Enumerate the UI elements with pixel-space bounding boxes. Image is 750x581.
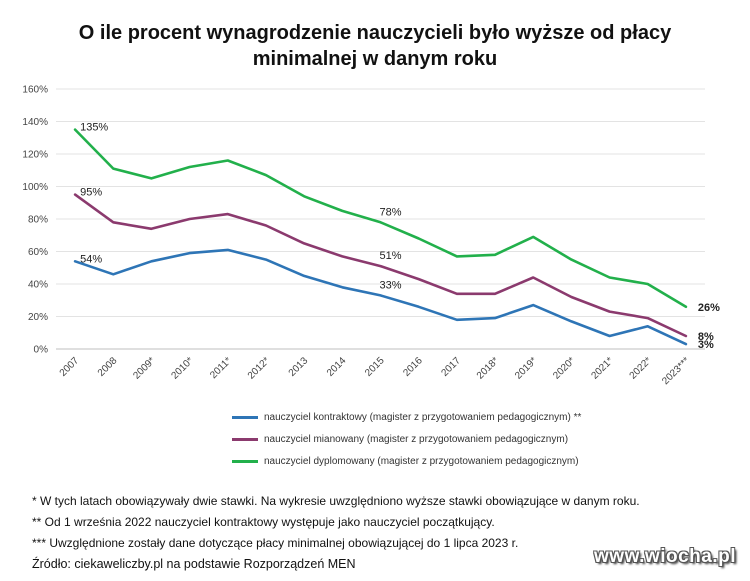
x-tick-label: 2015	[363, 355, 387, 379]
data-label: 95%	[80, 187, 102, 199]
x-tick-label: 2017	[439, 355, 463, 379]
footnote-3: *** Uwzględnione zostały dane dotyczące …	[32, 536, 519, 550]
x-tick-label: 2008	[96, 355, 120, 379]
y-tick-label: 60%	[28, 247, 48, 258]
y-tick-label: 20%	[28, 312, 48, 323]
chart-legend: nauczyciel kontraktowy (magister z przyg…	[232, 406, 581, 472]
y-tick-label: 80%	[28, 215, 48, 226]
x-tick-label: 2016	[401, 355, 425, 379]
y-tick-label: 0%	[34, 345, 49, 356]
x-tick-label: 2019*	[513, 355, 539, 381]
footnote-2: ** Od 1 września 2022 nauczyciel kontrak…	[32, 515, 495, 529]
data-label: 3%	[698, 339, 714, 351]
data-label: 51%	[379, 250, 401, 262]
x-tick-label: 2018*	[475, 355, 501, 381]
legend-item-dyplomowany: nauczyciel dyplomowany (magister z przyg…	[232, 450, 581, 472]
data-label: 8%	[698, 331, 714, 343]
x-tick-label: 2013	[287, 355, 311, 379]
footnotes: * W tych latach obowiązywały dwie stawki…	[32, 491, 640, 554]
series-line-2	[73, 128, 688, 309]
legend-item-mianowany: nauczyciel mianowany (magister z przygot…	[232, 428, 581, 450]
watermark: www.wiocha.pl	[594, 546, 736, 567]
legend-label-dyplomowany: nauczyciel dyplomowany (magister z przyg…	[264, 455, 579, 467]
x-tick-label: 2009*	[131, 355, 157, 381]
line-chart: 0% 20% 40% 60% 80% 100% 120% 140% 160% 2007 2008 20…	[22, 85, 720, 388]
data-label: 78%	[379, 206, 401, 218]
x-tick-label: 2022*	[628, 355, 654, 381]
x-tick-label: 2007	[58, 355, 82, 379]
y-tick-label: 100%	[22, 182, 48, 193]
legend-swatch-kontraktowy	[232, 415, 258, 419]
legend-label-mianowany: nauczyciel mianowany (magister z przygot…	[264, 433, 569, 445]
x-tick-label: 2012*	[246, 355, 272, 381]
x-tick-label: 2020*	[551, 355, 577, 381]
y-tick-label: 140%	[22, 117, 48, 128]
x-tick-label: 2021*	[589, 355, 615, 381]
chart-title-line1: O ile procent wynagrodzenie nauczycieli …	[78, 22, 672, 44]
chart-title: O ile procent wynagrodzenie nauczycieli …	[0, 20, 750, 72]
x-tick-label: 2010*	[169, 355, 195, 381]
x-tick-label: 2014	[325, 355, 349, 379]
x-tick-label: 2023***	[660, 355, 692, 387]
y-tick-label: 120%	[22, 150, 48, 161]
y-tick-label: 160%	[22, 85, 48, 96]
series-line-0	[73, 248, 688, 346]
legend-swatch-dyplomowany	[232, 459, 258, 463]
footnote-1: * W tych latach obowiązywały dwie stawki…	[32, 494, 640, 508]
data-label: 26%	[698, 302, 720, 314]
source-text: Źródło: ciekaweliczby.pl na podstawie Ro…	[32, 557, 356, 571]
series-line-1	[73, 193, 688, 338]
legend-label-kontraktowy: nauczyciel kontraktowy (magister z przyg…	[264, 411, 582, 423]
data-label: 135%	[80, 122, 108, 134]
legend-swatch-mianowany	[232, 437, 258, 441]
chart-title-line2: minimalnej w danym roku	[252, 48, 498, 70]
legend-item-kontraktowy: nauczyciel kontraktowy (magister z przyg…	[232, 406, 581, 428]
x-tick-label: 2011*	[208, 355, 234, 381]
data-label: 33%	[379, 279, 401, 291]
data-label: 54%	[80, 253, 102, 265]
y-tick-label: 40%	[28, 280, 48, 291]
